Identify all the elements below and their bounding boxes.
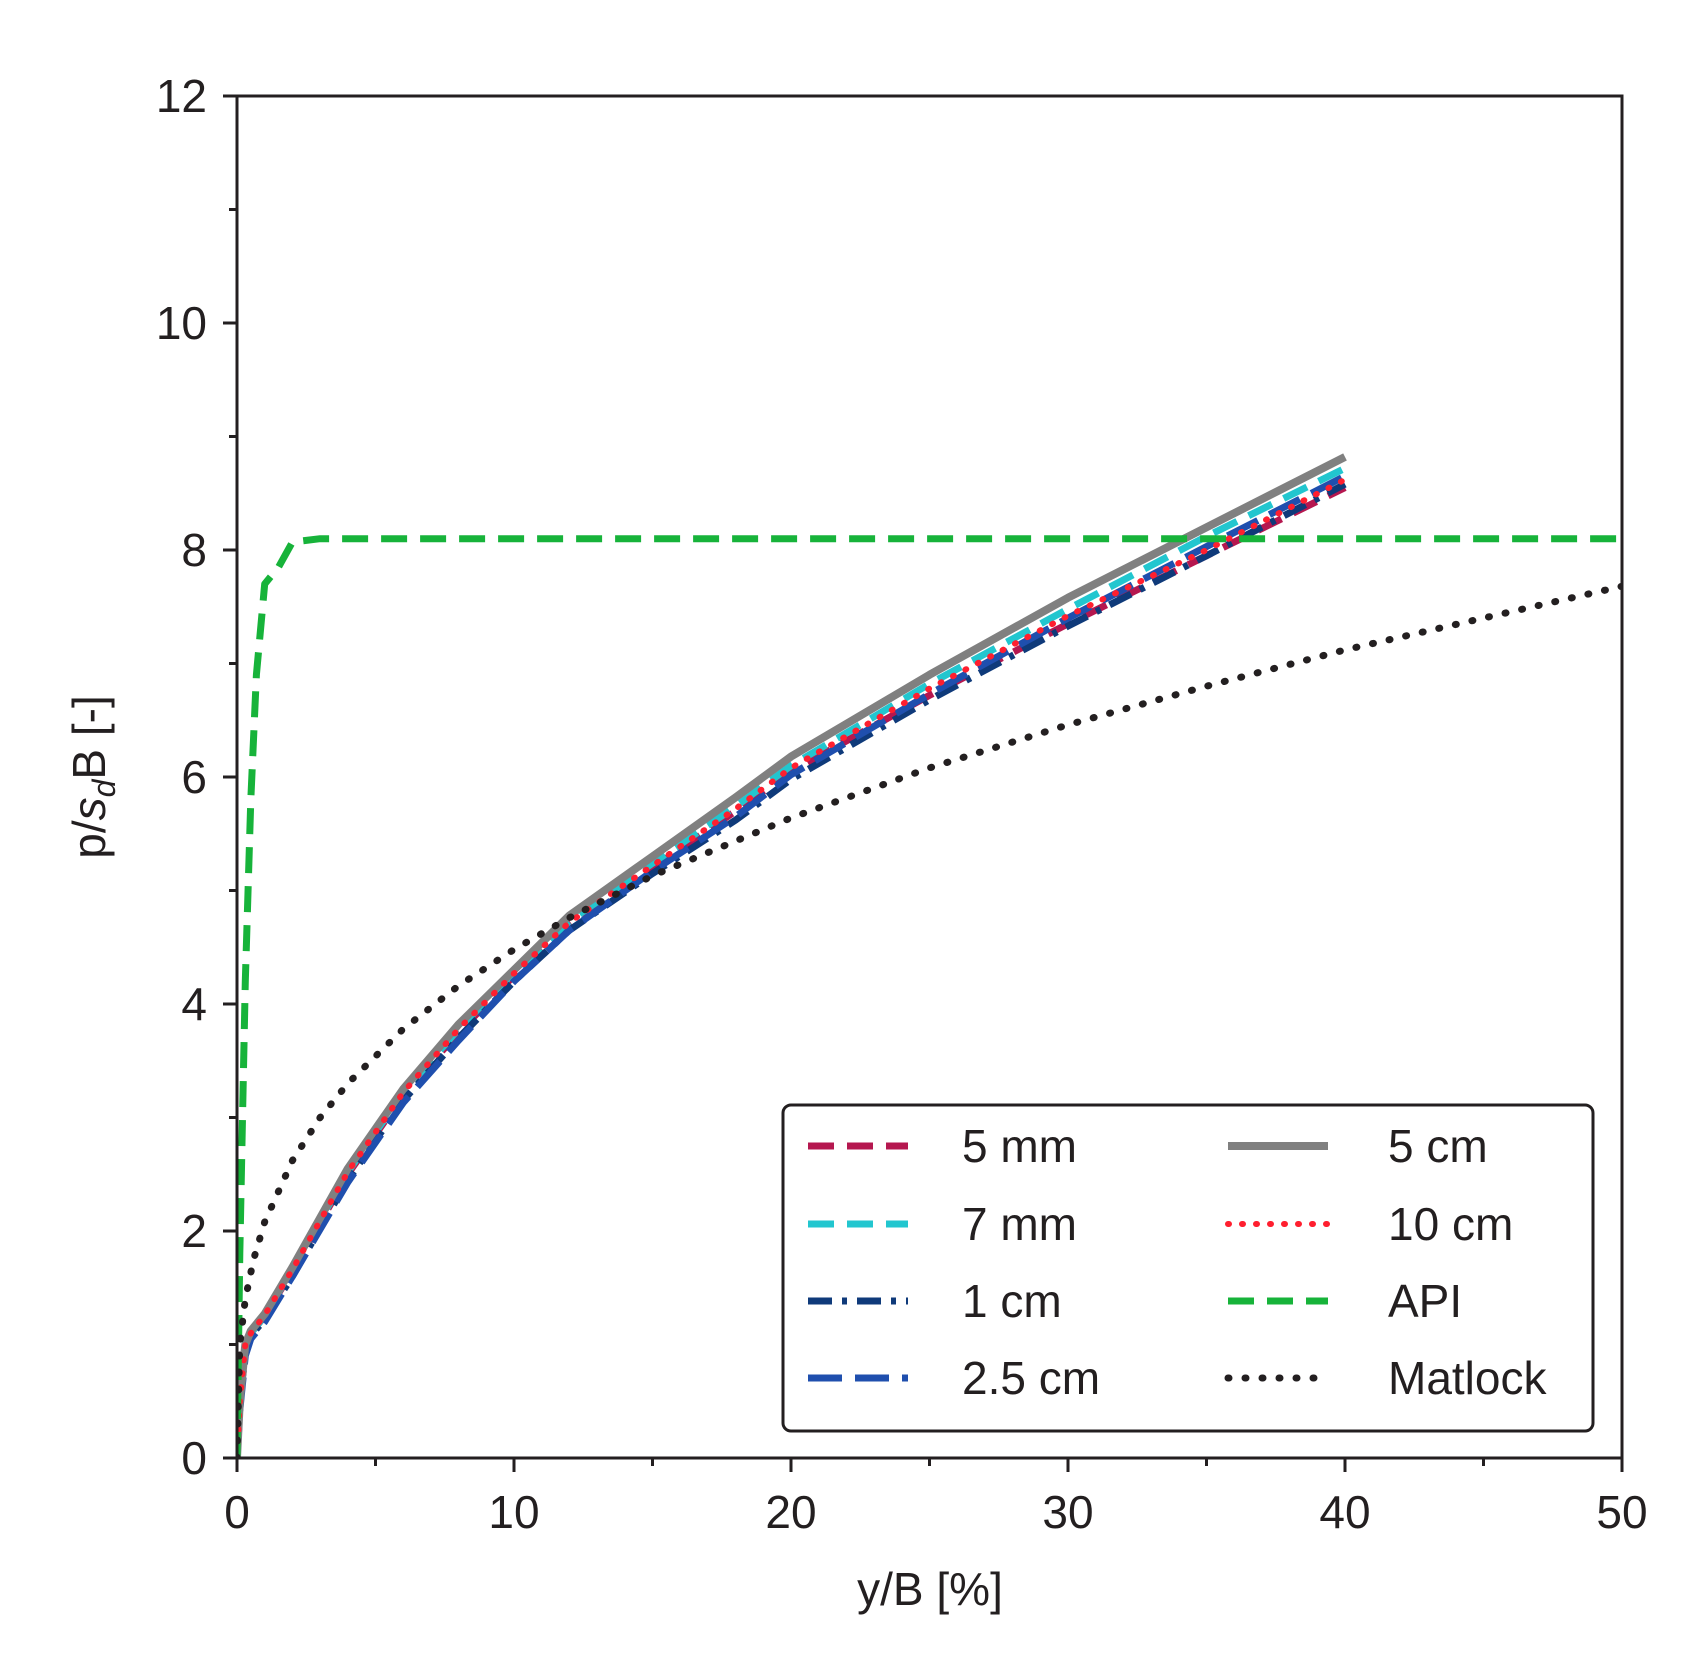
y-tick-label: 10 [156,297,207,349]
y-tick-label: 2 [181,1205,207,1257]
series-line-matlock [237,582,1622,1458]
legend-box [781,1103,1595,1433]
y-axis-title-suffix: B [-] [63,695,115,779]
x-tick-label: 40 [1319,1486,1370,1538]
legend-label-api: API [1388,1275,1462,1327]
series-layer [237,453,1622,1458]
x-tick-label: 50 [1596,1486,1647,1538]
y-axis-title-prefix: p/ [63,820,115,859]
legend: 5 mm 7 mm 1 cm 2.5 cm 5 cm 10 cm API Matlock [781,1103,1595,1433]
legend-label-5-mm: 5 mm [962,1120,1077,1172]
y-tick-label: 6 [181,751,207,803]
legend-label-7-mm: 7 mm [962,1198,1077,1250]
legend-label-5-cm: 5 cm [1388,1120,1488,1172]
axis-layer: 0 10 20 30 40 50 0 2 4 6 8 10 12 [156,70,1648,1538]
legend-label-2-5-cm: 2.5 cm [962,1352,1100,1404]
series-line-api [237,535,1622,1458]
x-tick-label: 10 [488,1486,539,1538]
legend-label-1-cm: 1 cm [962,1275,1062,1327]
legend-label-matlock: Matlock [1388,1352,1547,1404]
x-axis-title: y/B [%] [857,1563,1003,1615]
x-tick-label: 0 [224,1486,250,1538]
y-axis-title-italic: s [63,797,115,820]
series-line-10-cm [237,476,1348,1458]
y-tick-label: 12 [156,70,207,122]
y-tick-label: 8 [181,524,207,576]
x-tick-label: 20 [765,1486,816,1538]
x-tick-label: 30 [1042,1486,1093,1538]
y-tick-label: 4 [181,978,207,1030]
y-tick-label: 0 [181,1432,207,1484]
y-axis-title-subscript: d [86,778,122,797]
legend-label-10-cm: 10 cm [1388,1198,1513,1250]
y-axis-title: p/sdB [-] [63,695,122,859]
